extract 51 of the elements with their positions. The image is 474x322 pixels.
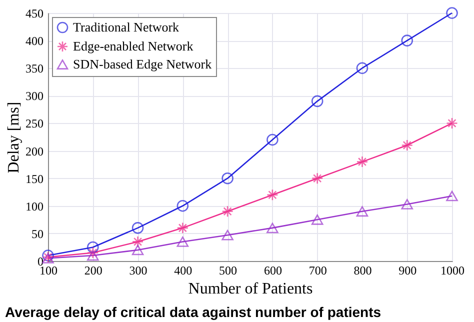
point bbox=[222, 230, 234, 240]
point bbox=[222, 172, 234, 184]
x-tick-label: 700 bbox=[308, 264, 327, 278]
point bbox=[446, 117, 458, 130]
y-tick-label: 200 bbox=[26, 144, 44, 158]
point bbox=[132, 236, 144, 248]
point bbox=[266, 188, 278, 201]
point bbox=[356, 156, 368, 168]
x-tick-label: 300 bbox=[129, 264, 148, 278]
point bbox=[401, 34, 414, 46]
x-axis-title: Number of Patients bbox=[188, 280, 313, 298]
y-tick-label: 450 bbox=[26, 6, 44, 20]
y-tick-label: 350 bbox=[26, 62, 44, 76]
point bbox=[86, 241, 99, 254]
point bbox=[86, 246, 99, 259]
text: Average delay of critical data against number of patients bbox=[5, 304, 382, 320]
y-axis-title: Delay [ms] bbox=[6, 102, 22, 174]
x-tick-label: 200 bbox=[84, 264, 102, 278]
point bbox=[401, 139, 414, 152]
point bbox=[311, 172, 324, 184]
point bbox=[86, 250, 99, 261]
point bbox=[446, 190, 458, 202]
x-tick-label: 400 bbox=[174, 264, 192, 278]
legend-label: Edge-enabled Network bbox=[73, 38, 194, 54]
point bbox=[311, 95, 324, 108]
point bbox=[266, 134, 278, 146]
y-tick-label: 100 bbox=[26, 199, 44, 214]
point bbox=[401, 199, 414, 210]
y-tick-label: 150 bbox=[26, 172, 44, 186]
x-tick-label: 1000 bbox=[440, 264, 464, 278]
point bbox=[222, 206, 234, 218]
x-tick-label: 800 bbox=[354, 264, 372, 278]
point bbox=[266, 222, 278, 234]
point bbox=[446, 7, 458, 19]
point bbox=[176, 222, 189, 234]
point bbox=[132, 222, 144, 234]
y-tick-label: 50 bbox=[32, 226, 44, 241]
legend-label: SDN-based Edge Network bbox=[73, 56, 212, 72]
legend-label: Traditional Network bbox=[73, 20, 180, 34]
x-tick-label: 600 bbox=[264, 264, 282, 278]
y-tick-label: 400 bbox=[26, 34, 44, 48]
x-tick-label: 900 bbox=[398, 264, 417, 278]
point bbox=[311, 214, 324, 225]
point bbox=[356, 206, 368, 217]
x-tick-label: 500 bbox=[219, 264, 238, 278]
y-tick-label: 250 bbox=[26, 116, 44, 131]
point bbox=[176, 200, 189, 212]
point bbox=[176, 236, 189, 247]
y-tick-label: 300 bbox=[26, 89, 44, 104]
point bbox=[356, 62, 368, 74]
point bbox=[132, 244, 144, 256]
